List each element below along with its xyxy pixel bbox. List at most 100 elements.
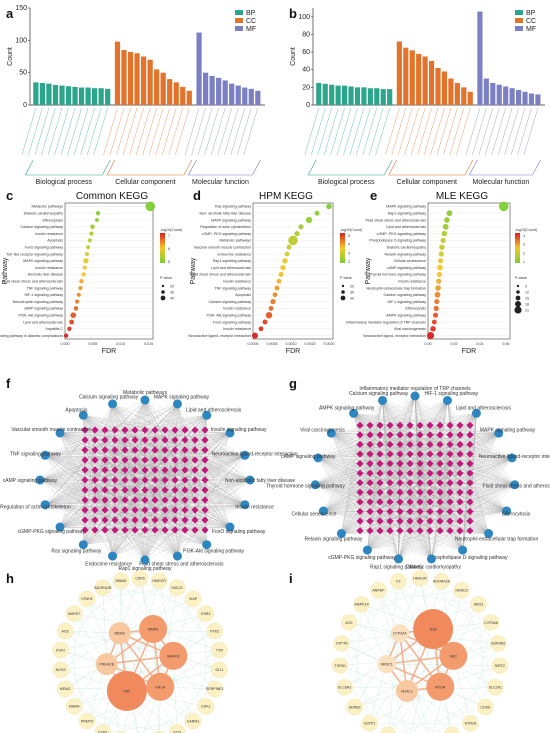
edge: [344, 590, 379, 688]
compound-node: [161, 486, 169, 494]
gene-node: [206, 622, 224, 640]
edge: [367, 473, 441, 551]
edge: [431, 434, 451, 559]
edge: [382, 400, 451, 435]
edge: [144, 529, 176, 561]
legend-label: MF: [246, 26, 256, 33]
size-legend-label: 30: [350, 290, 354, 294]
pathway-node-label: Calcium signaling pathway: [349, 391, 409, 397]
compound-node: [191, 476, 199, 484]
pathway-label: Metabolic pathways: [219, 239, 251, 243]
size-legend-dot: [161, 284, 165, 288]
compound-node: [101, 466, 109, 474]
edge: [469, 444, 515, 485]
gene-node: [346, 698, 363, 716]
edge: [112, 403, 206, 531]
bar-MF-1: [202, 72, 209, 105]
edge: [359, 400, 383, 502]
edge: [204, 504, 245, 521]
pathway-node: [108, 399, 118, 409]
compound-node: [141, 446, 149, 454]
compound-node: [456, 527, 464, 535]
gene-node-label: HTR2A: [465, 722, 477, 726]
edge: [331, 433, 371, 464]
term-label-line: [330, 107, 345, 156]
bar-BP-11: [105, 88, 111, 105]
edge: [389, 530, 432, 559]
data-point: [433, 305, 439, 311]
edge: [386, 664, 451, 733]
edge: [94, 519, 230, 528]
size-legend-label: 12: [525, 290, 529, 294]
edge: [353, 413, 411, 445]
gene-node: [487, 679, 504, 696]
term-label-line: [243, 107, 259, 156]
group-bracket: [468, 159, 541, 176]
edge: [382, 400, 391, 435]
x-axis-title: FDR: [286, 348, 300, 355]
compound-node: [171, 506, 179, 514]
pathway-node: [318, 506, 328, 516]
compound-node: [161, 456, 169, 464]
data-point: [252, 332, 258, 339]
edge: [60, 519, 96, 528]
compound-node: [446, 431, 454, 439]
compound-node: [191, 516, 199, 524]
compound-node: [396, 440, 404, 449]
edge: [154, 429, 245, 505]
pathway-node: [240, 500, 250, 510]
term-label-line: [210, 107, 226, 156]
bar-BP-1: [39, 83, 46, 105]
term-label-line: [349, 107, 365, 156]
plot-frame: [64, 202, 154, 340]
compound-node: [416, 488, 424, 496]
edge: [59, 449, 206, 528]
edge: [83, 415, 196, 451]
data-point: [426, 332, 435, 340]
edge: [386, 581, 399, 665]
term-label-line: [122, 107, 138, 156]
edge: [59, 432, 86, 491]
compound-node: [356, 440, 364, 449]
x-tick-label: 0.06: [502, 342, 509, 346]
compound-node: [181, 496, 189, 504]
gene-node-label: KIBRA: [69, 705, 80, 709]
compound-node: [161, 516, 169, 524]
term-label-line: [197, 107, 213, 156]
compound-node: [456, 498, 464, 506]
y-tick-label: 0: [23, 102, 27, 109]
gene-node: [453, 582, 470, 599]
edge: [398, 492, 431, 559]
edge: [315, 484, 381, 512]
edge: [318, 457, 451, 474]
edge: [317, 457, 361, 503]
gene-node-label: KNCJ1: [171, 586, 182, 590]
compound-node: [356, 450, 364, 458]
bar-CC-8: [167, 79, 173, 105]
compound-node: [466, 469, 474, 477]
compound-node: [356, 421, 364, 429]
hub-node: [106, 670, 147, 711]
pathway-label: TNF signaling pathway: [214, 286, 251, 290]
edge: [112, 403, 146, 481]
compound-node: [376, 431, 384, 439]
gene-node: [56, 680, 74, 698]
bar-CC-2: [409, 50, 415, 105]
bar-MF-8: [528, 93, 535, 105]
bar-MF-6: [516, 90, 522, 105]
compound-node: [151, 496, 159, 504]
gene-node: [78, 712, 96, 730]
compound-node: [426, 460, 434, 468]
compound-node: [201, 476, 209, 484]
edge: [439, 453, 515, 485]
edge: [114, 415, 207, 481]
compound-node: [366, 507, 374, 516]
term-label-line: [217, 107, 232, 156]
compound-node: [386, 488, 394, 496]
data-point: [87, 238, 92, 243]
pathway-node: [172, 399, 182, 409]
compound-node: [426, 507, 434, 516]
compound-node: [376, 440, 384, 449]
pathway-node-label: Insulin resistance: [235, 505, 274, 511]
compound-node: [181, 516, 189, 524]
